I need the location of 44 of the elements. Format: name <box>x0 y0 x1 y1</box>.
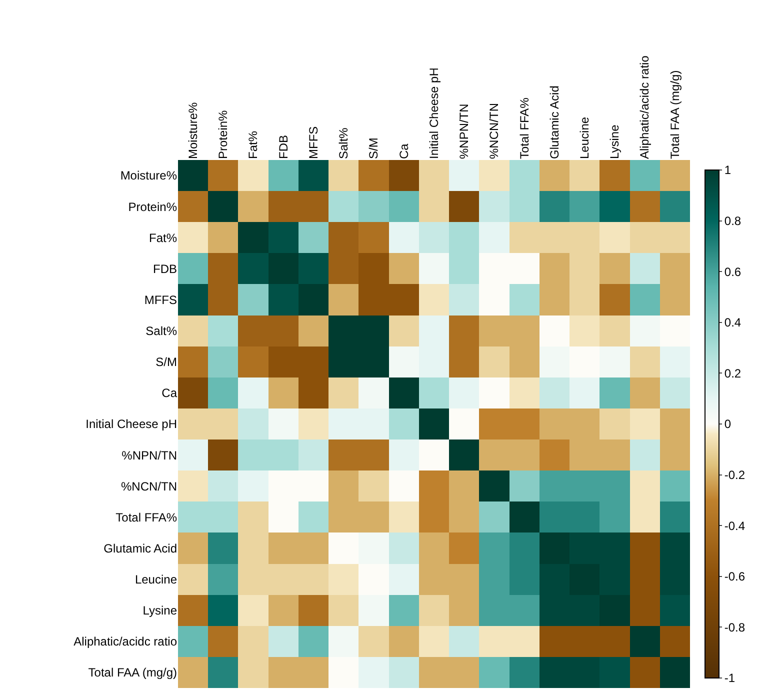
y-tick-label: S/M <box>156 355 177 370</box>
color-bar-label: -1 <box>724 671 736 686</box>
x-tick-label: Protein% <box>216 110 230 159</box>
x-tick-label: Leucine <box>577 116 592 159</box>
y-tick-label: Protein% <box>128 200 178 214</box>
x-tick-label: S/M <box>366 138 381 159</box>
x-tick-label: Initial Cheese pH <box>426 68 441 159</box>
y-tick-label: Total FFA% <box>116 510 178 524</box>
x-tick-label: Salt% <box>336 127 351 159</box>
x-tick-label: Glutamic Acid <box>547 86 562 159</box>
y-tick-label: Salt% <box>146 324 178 338</box>
x-tick-label: Ca <box>396 143 411 159</box>
y-tick-label: Initial Cheese pH <box>86 417 177 432</box>
y-tick-label: Ca <box>162 386 178 400</box>
y-tick-label: FDB <box>153 262 177 276</box>
x-tick-label: MFFS <box>306 126 320 159</box>
y-tick-label: MFFS <box>144 292 177 307</box>
y-tick-label: Leucine <box>134 572 178 586</box>
color-bar-label: 0.4 <box>724 316 742 330</box>
x-tick-label: %NCN/TN <box>487 103 502 159</box>
color-bar-label: -0.6 <box>724 570 746 584</box>
color-bar-label: 0.8 <box>724 214 742 228</box>
x-tick-label: FDB <box>276 135 290 159</box>
y-tick-label: Fat% <box>148 230 178 245</box>
y-tick-label: Moisture% <box>120 168 178 183</box>
color-bar-label: -0.8 <box>724 620 746 634</box>
color-bar-label: 0.2 <box>724 366 742 380</box>
x-tick-label: Total FAA (mg/g) <box>668 70 682 159</box>
color-bar-label: -0.4 <box>724 518 746 533</box>
color-bar-label: -0.2 <box>724 468 746 482</box>
x-tick-label: %NPN/TN <box>457 104 472 159</box>
y-tick-label: %NCN/TN <box>121 479 177 494</box>
y-tick-label: Aliphatic/acidc ratio <box>74 634 178 649</box>
y-tick-label: Lysine <box>142 604 178 618</box>
y-tick-label: %NPN/TN <box>122 448 177 462</box>
y-tick-label: Total FAA (mg/g) <box>88 666 177 680</box>
color-bar-label: 0.6 <box>724 264 742 279</box>
color-bar-label: 1 <box>724 163 732 178</box>
x-tick-label: Fat% <box>246 130 260 159</box>
x-tick-label: Total FFA% <box>517 97 532 159</box>
x-tick-label: Lysine <box>608 124 622 159</box>
x-tick-label: Aliphatic/acidc ratio <box>638 55 652 159</box>
color-bar-label: 0 <box>724 417 732 432</box>
y-tick-label: Glutamic Acid <box>104 541 177 556</box>
